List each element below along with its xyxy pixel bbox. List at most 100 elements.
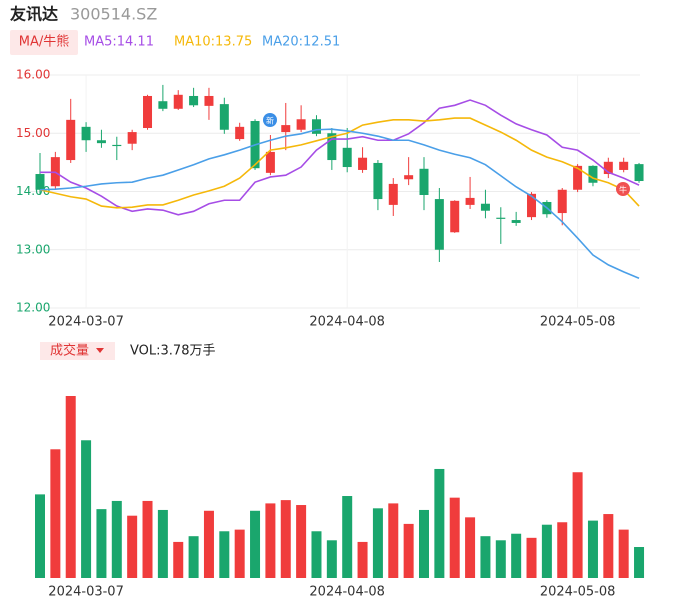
volume-bar xyxy=(465,517,476,578)
candle-body xyxy=(173,94,183,109)
candle-body xyxy=(527,193,537,218)
candle-body xyxy=(235,126,245,140)
candle-body xyxy=(327,133,337,161)
ma-line xyxy=(39,128,640,280)
volume-bar xyxy=(419,509,429,578)
volume-bar xyxy=(265,503,276,578)
annotation-badge xyxy=(616,182,630,196)
candle-body xyxy=(588,165,598,183)
volume-button-bg[interactable] xyxy=(40,342,115,360)
candle-body xyxy=(603,161,613,175)
volume-bar xyxy=(280,500,291,578)
candle-body xyxy=(296,119,306,130)
volume-label: VOL:3.78万手 xyxy=(130,344,215,359)
volume-bar xyxy=(203,510,214,578)
candle-body xyxy=(419,168,429,195)
candle-body xyxy=(143,95,153,129)
candle-body xyxy=(465,197,475,205)
candle-body xyxy=(434,199,444,250)
y-tick-label: 12.00 xyxy=(16,301,50,315)
volume-bar xyxy=(81,440,92,578)
volume-bar xyxy=(603,514,614,578)
candle-body xyxy=(204,95,214,106)
volume-bar xyxy=(326,540,337,578)
volume-bar xyxy=(587,520,598,578)
volume-bar xyxy=(127,515,138,578)
ma-line xyxy=(39,117,640,209)
candle-body xyxy=(158,101,168,109)
candle-body xyxy=(189,95,199,106)
legend-entry: MA10:13.75 xyxy=(174,35,252,50)
volume-bar xyxy=(572,472,583,578)
candle-body xyxy=(66,119,76,161)
x-tick-label: 2024-04-08 xyxy=(309,585,385,600)
volume-bar xyxy=(541,524,552,578)
x-tick-label: 2024-03-07 xyxy=(48,585,124,600)
dropdown-arrow[interactable] xyxy=(96,348,104,353)
candle-body xyxy=(127,132,137,144)
candle-body xyxy=(219,104,229,130)
legend-entry: MA5:14.11 xyxy=(84,35,154,50)
volume-bar xyxy=(388,503,399,578)
candle-body xyxy=(265,151,275,173)
volume-bar xyxy=(35,494,45,578)
candle-body xyxy=(35,174,45,190)
volume-bar xyxy=(96,509,107,578)
volume-bar xyxy=(372,508,383,578)
volume-bar xyxy=(403,523,414,578)
candle-body xyxy=(373,162,383,200)
volume-bar xyxy=(50,449,61,578)
y-tick-label: 16.00 xyxy=(16,68,50,82)
candle-body xyxy=(281,125,291,133)
chart-title: 友讯达 xyxy=(10,5,58,24)
y-tick-label: 13.00 xyxy=(16,242,50,256)
volume-bar xyxy=(557,522,568,578)
volume-bar xyxy=(634,547,645,578)
ma-line xyxy=(40,99,640,216)
volume-bar xyxy=(111,500,122,578)
volume-bar xyxy=(219,531,230,578)
y-tick-label: 15.00 xyxy=(16,126,50,140)
volume-bar xyxy=(311,531,322,578)
volume-bar xyxy=(526,537,537,578)
x-tick-label: 2024-03-07 xyxy=(48,315,124,330)
chart-subtitle: 300514.SZ xyxy=(70,5,157,24)
candle-body xyxy=(619,161,629,170)
volume-bar xyxy=(449,497,460,578)
candle-body xyxy=(388,183,398,205)
indicator-button[interactable]: MA/牛熊 xyxy=(19,34,70,50)
candle-body xyxy=(557,189,567,214)
volume-bar xyxy=(357,541,368,578)
candle-body xyxy=(358,157,368,170)
candle-body xyxy=(511,220,521,223)
annotation-text: 牛 xyxy=(619,185,627,195)
indicator-button-bg[interactable] xyxy=(10,30,78,55)
volume-bar xyxy=(296,505,307,578)
annotation-badge xyxy=(263,113,277,127)
candle-body xyxy=(81,126,91,141)
volume-bar xyxy=(511,533,522,578)
candle-body xyxy=(404,175,414,180)
volume-bar xyxy=(173,541,184,578)
x-tick-label: 2024-05-08 xyxy=(540,315,616,330)
volume-bar xyxy=(618,529,629,578)
candle-body xyxy=(496,217,506,219)
volume-bar xyxy=(342,496,353,578)
annotation-text: 新 xyxy=(266,116,274,126)
volume-bar xyxy=(142,500,153,578)
candle-body xyxy=(634,164,644,182)
volume-bar xyxy=(495,540,506,578)
candle-body xyxy=(112,144,122,147)
volume-bar xyxy=(480,536,491,578)
volume-bar xyxy=(65,396,76,578)
x-tick-label: 2024-04-08 xyxy=(309,315,385,330)
volume-bar xyxy=(434,468,445,578)
volume-bar xyxy=(234,529,245,578)
volume-bar xyxy=(157,509,168,578)
candle-body xyxy=(450,200,460,233)
legend-entry: MA20:12.51 xyxy=(262,35,340,50)
x-tick-label: 2024-05-08 xyxy=(540,585,616,600)
volume-title[interactable]: 成交量 xyxy=(50,343,89,359)
candle-body xyxy=(96,140,106,144)
